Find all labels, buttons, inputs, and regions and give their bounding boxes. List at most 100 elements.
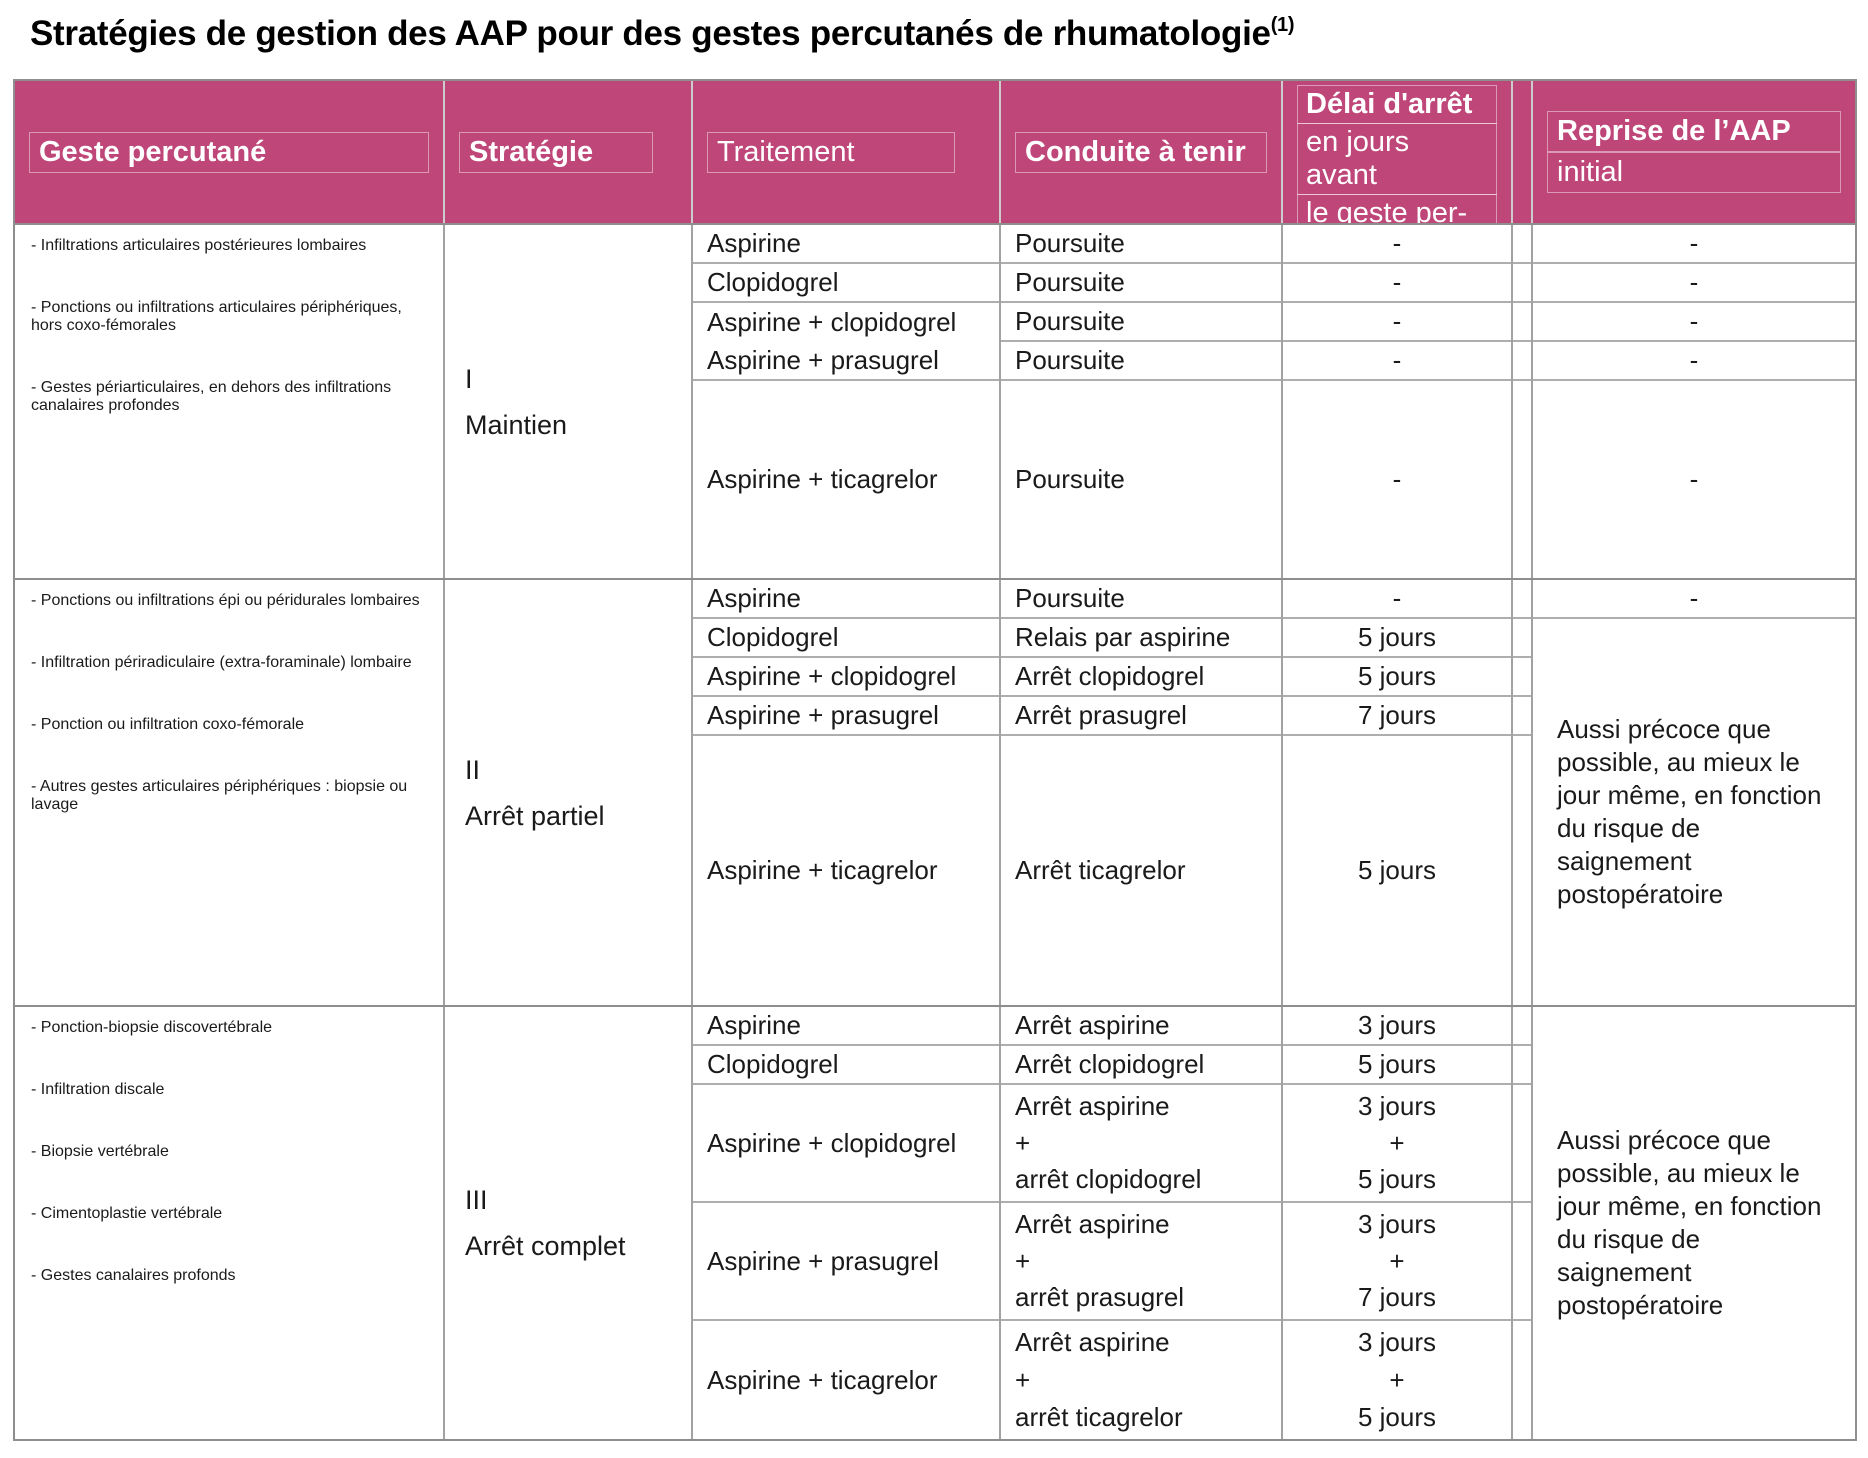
delai-line: 5 jours (1357, 1164, 1437, 1195)
header-cell-strategie: Stratégie (445, 81, 693, 223)
traitement-cell: Aspirine + clopidogrel (693, 658, 999, 697)
spacer-cell (1513, 658, 1531, 697)
traitement-cell: Clopidogrel (693, 1046, 999, 1085)
reprise-cell: - (1533, 225, 1855, 264)
page-title-superscript: (1) (1270, 14, 1295, 36)
traitement-cell: Aspirine + clopidogrel (693, 1085, 999, 1203)
delai-cell: 5 jours (1283, 658, 1511, 697)
delai-cell: 5 jours (1283, 1046, 1511, 1085)
section-arret-complet: - Ponction-biopsie discovertébrale - Inf… (15, 1005, 1855, 1439)
header-delai-line-1: Délai d'arrêt (1297, 85, 1497, 124)
delai-column: - 5 jours 5 jours 7 jours 5 jours (1283, 580, 1513, 1005)
conduite-line: arrêt ticagrelor (1015, 1401, 1183, 1432)
delai-cell: - (1392, 464, 1402, 494)
strategie-cell: II Arrêt partiel (445, 580, 691, 1005)
delai-stacked-cell: 3 jours + 5 jours (1283, 1321, 1511, 1439)
traitement-column: Aspirine Clopidogrel Aspirine + clopidog… (693, 225, 1001, 578)
geste-cell: - Ponctions ou infiltrations épi ou péri… (15, 580, 443, 1005)
spacer-cell (1513, 1321, 1531, 1439)
reprise-column: Aussi précoce que possible, au mieux le … (1533, 1007, 1855, 1439)
reprise-cell: - (1689, 464, 1699, 494)
geste-item: - Infiltration discale (31, 1081, 165, 1098)
reprise-merged-cell: Aussi précoce que possible, au mieux le … (1533, 619, 1855, 1005)
delai-column: 3 jours 5 jours 3 jours + 5 jours 3 jour… (1283, 1007, 1513, 1439)
delai-cell: 7 jours (1283, 697, 1511, 736)
traitement-column: Aspirine Clopidogrel Aspirine + clopidog… (693, 1007, 1001, 1439)
delai-cell: - (1283, 342, 1511, 381)
conduite-cell: Arrêt aspirine (1001, 1007, 1281, 1046)
reprise-cell: - (1533, 580, 1855, 619)
header-delai-line-3: le geste per- (1297, 194, 1497, 223)
conduite-cell: Poursuite (1001, 342, 1281, 381)
reprise-merged-cell: Aussi précoce que possible, au mieux le … (1533, 1007, 1855, 1439)
delai-line: 5 jours (1357, 1401, 1437, 1432)
conduite-column: Arrêt aspirine Arrêt clopidogrel Arrêt a… (1001, 1007, 1283, 1439)
traitement-cell: Aspirine + prasugrel (693, 1203, 999, 1321)
spacer-cell (1513, 580, 1531, 619)
strategie-label: Maintien (465, 409, 568, 440)
header-spacer-cell (1513, 81, 1533, 223)
geste-cell: - Ponction-biopsie discovertébrale - Inf… (15, 1007, 443, 1439)
traitement-subrow: Aspirine + prasugrel (707, 344, 939, 375)
conduite-line: Arrêt aspirine (1015, 1090, 1170, 1121)
strategie-column: III Arrêt complet (445, 1007, 693, 1439)
strategie-label: Arrêt partiel (465, 800, 605, 831)
conduite-cell: Arrêt clopidogrel (1001, 1046, 1281, 1085)
geste-item: - Ponction-biopsie discovertébrale (31, 1019, 273, 1036)
delai-stacked-cell: 3 jours + 7 jours (1283, 1203, 1511, 1321)
conduite-cell: Arrêt clopidogrel (1001, 658, 1281, 697)
strategie-number: II (465, 754, 481, 785)
geste-item: - Gestes canalaires profonds (31, 1267, 236, 1284)
header-reprise-line-2: initial (1547, 152, 1841, 193)
table-header-row: Geste percutané Stratégie Traitement Con… (15, 81, 1855, 223)
spacer-column (1513, 1007, 1533, 1439)
spacer-cell (1513, 1085, 1531, 1203)
delai-line: 3 jours (1357, 1327, 1437, 1358)
traitement-cell: Aspirine + prasugrel (693, 697, 999, 736)
spacer-cell (1513, 1203, 1531, 1321)
delai-line: 7 jours (1357, 1282, 1437, 1313)
delai-line: 3 jours (1357, 1090, 1437, 1121)
spacer-column (1513, 580, 1533, 1005)
aap-strategies-table: Geste percutané Stratégie Traitement Con… (13, 79, 1857, 1441)
conduite-cell: Arrêt ticagrelor (1015, 855, 1186, 885)
conduite-line: Arrêt aspirine (1015, 1208, 1170, 1239)
strategie-cell: III Arrêt complet (445, 1007, 691, 1439)
header-strategie-label: Stratégie (459, 131, 653, 173)
spacer-cell (1513, 1046, 1531, 1085)
geste-item: - Ponctions ou infiltrations articulaire… (31, 299, 402, 334)
spacer-cell (1513, 619, 1531, 658)
traitement-column: Aspirine Clopidogrel Aspirine + clopidog… (693, 580, 1001, 1005)
delai-cell: 5 jours (1357, 855, 1437, 885)
header-cell-traitement: Traitement (693, 81, 1001, 223)
conduite-line: Arrêt aspirine (1015, 1327, 1170, 1358)
conduite-line: arrêt prasugrel (1015, 1282, 1185, 1313)
traitement-cell: Aspirine (693, 225, 999, 264)
conduite-line: arrêt clopidogrel (1015, 1164, 1202, 1195)
reprise-merged-text: Aussi précoce que possible, au mieux le … (1557, 714, 1822, 909)
header-traitement-label: Traitement (707, 131, 955, 173)
spacer-cell (1513, 342, 1531, 381)
conduite-stacked-cell: Arrêt aspirine + arrêt prasugrel (1001, 1203, 1281, 1321)
header-cell-reprise: Reprise de l’AAP initial (1533, 81, 1855, 223)
traitement-cell: Aspirine + ticagrelor (707, 464, 938, 494)
header-delai-line-2: en jours avant (1297, 123, 1497, 195)
reprise-column: - - - - - (1533, 225, 1855, 578)
delai-stacked-cell: 3 jours + 5 jours (1283, 1085, 1511, 1203)
delai-line: + (1389, 1364, 1405, 1395)
strategie-number: I (465, 363, 473, 394)
conduite-cell: Poursuite (1015, 464, 1125, 494)
conduite-cell: Poursuite (1001, 303, 1281, 342)
traitement-cell: Aspirine (693, 580, 999, 619)
traitement-cell: Aspirine + ticagrelor (707, 855, 938, 885)
spacer-cell (1513, 264, 1531, 303)
conduite-stacked-cell: Arrêt aspirine + arrêt ticagrelor (1001, 1321, 1281, 1439)
page-title-text: Stratégies de gestion des AAP pour des g… (30, 14, 1271, 53)
delai-cell: 5 jours (1283, 619, 1511, 658)
delai-line: + (1389, 1245, 1405, 1276)
conduite-cell: Poursuite (1001, 225, 1281, 264)
spacer-cell (1513, 736, 1531, 1005)
conduite-column: Poursuite Relais par aspirine Arrêt clop… (1001, 580, 1283, 1005)
spacer-cell (1513, 1007, 1531, 1046)
traitement-merged-cell: Aspirine + clopidogrel Aspirine + prasug… (693, 303, 999, 381)
